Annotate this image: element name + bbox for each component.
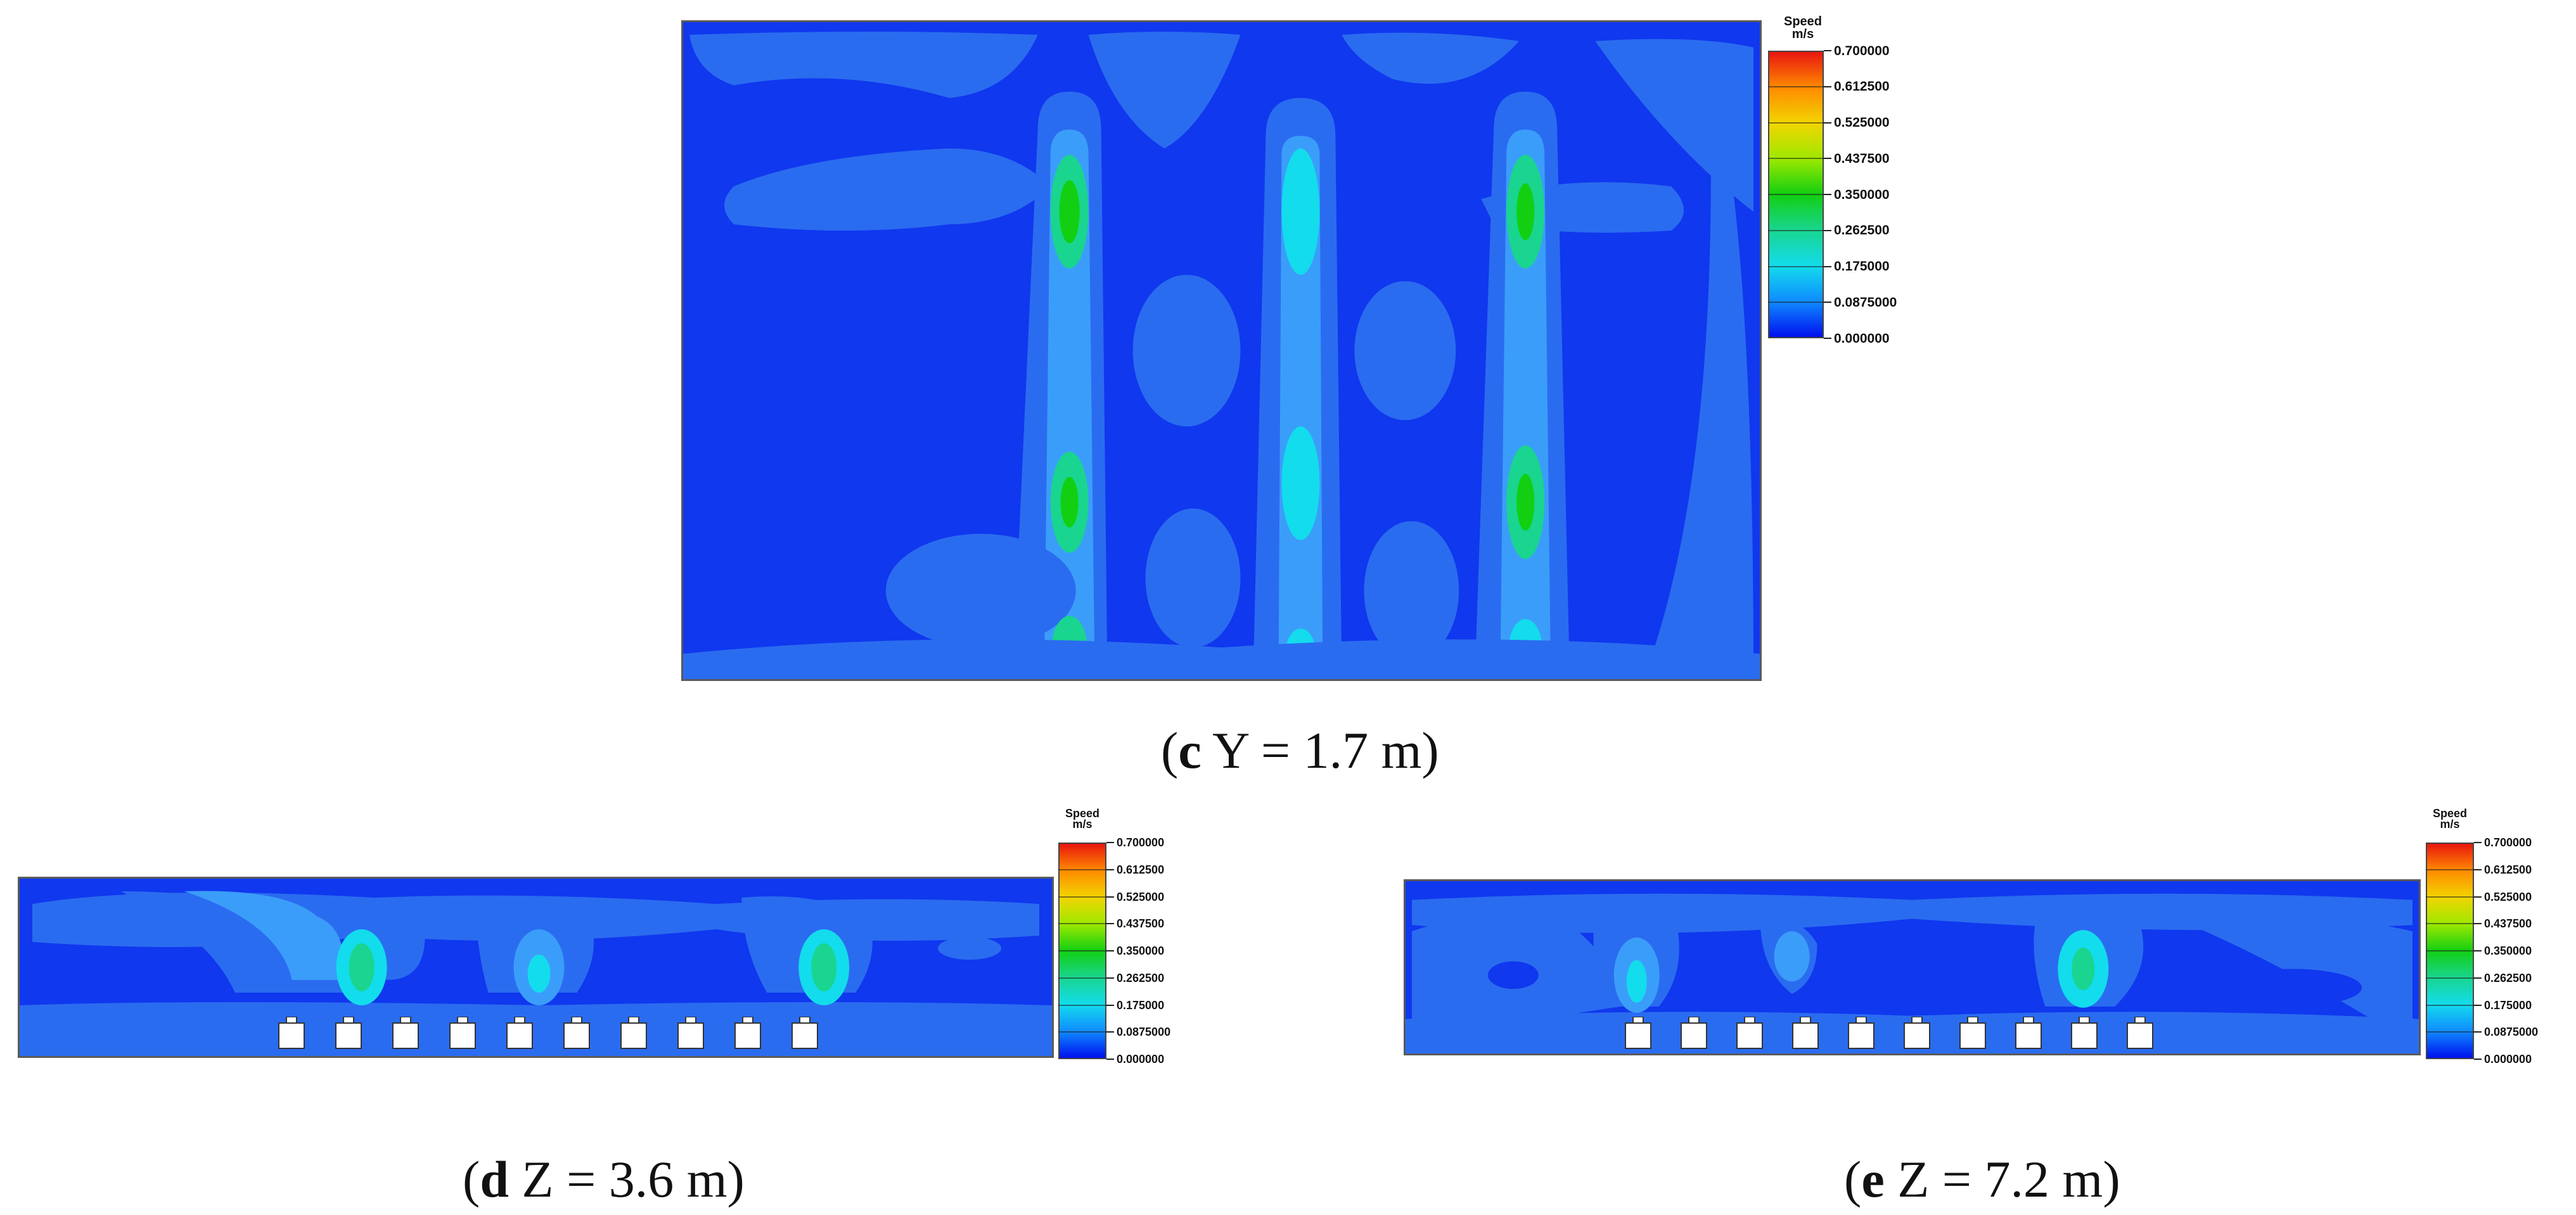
- legend-unit: m/s: [1791, 27, 1814, 41]
- cooling-units-d: [278, 1017, 818, 1049]
- legend-tick: [1106, 950, 1114, 951]
- legend-band-line: [1768, 86, 1824, 87]
- legend-band-line: [2426, 950, 2474, 951]
- legend-tick-label: 0.350000: [2484, 945, 2532, 957]
- legend-tick-label: 0.612500: [1834, 79, 1890, 94]
- legend-band-line: [1768, 158, 1824, 160]
- legend-tick: [2474, 1004, 2482, 1006]
- legend-tick-label: 0.350000: [1117, 945, 1165, 957]
- legend-tick: [1824, 86, 1831, 87]
- legend-band-line: [1058, 1004, 1106, 1006]
- legend-tick: [2474, 923, 2482, 925]
- legend-tick-label: 0.000000: [2484, 1053, 2532, 1066]
- legend-band-line: [2426, 1004, 2474, 1006]
- legend-tick: [2474, 1059, 2482, 1060]
- legend-band-line: [1058, 977, 1106, 979]
- contour-plot-c: [681, 20, 1762, 681]
- legend-tick: [1824, 50, 1831, 51]
- legend-band-line: [1058, 950, 1106, 951]
- legend-band-line: [2426, 868, 2474, 870]
- legend-band-line: [2426, 1031, 2474, 1033]
- legend-tick-label: 0.437500: [2484, 917, 2532, 931]
- legend-tick: [1106, 1059, 1114, 1060]
- legend-title: Speed: [1783, 15, 1823, 29]
- legend-tick: [1824, 265, 1831, 267]
- legend-tick: [1824, 158, 1831, 160]
- legend-tick-label: 0.525000: [2484, 890, 2532, 903]
- legend-tick: [1106, 896, 1114, 898]
- legend-tick-label: 0.612500: [1117, 863, 1165, 876]
- legend-tick: [2474, 896, 2482, 898]
- legend-tick-label: 0.0875000: [2484, 1026, 2539, 1039]
- legend-tick: [2474, 868, 2482, 870]
- legend-tick-label: 0.700000: [1834, 43, 1890, 58]
- legend-tick: [1106, 868, 1114, 870]
- legend-band-line: [1058, 1031, 1106, 1033]
- legend-band-line: [1768, 229, 1824, 231]
- legend-tick-label: 0.437500: [1834, 151, 1890, 166]
- legend-tick-label: 0.700000: [1117, 836, 1165, 849]
- legend-tick-label: 0.350000: [1834, 187, 1890, 202]
- legend-tick: [1106, 923, 1114, 925]
- speed-legend-c: Speed m/s 0.700000 0.612500 0.525000 0.4375…: [1768, 15, 1926, 345]
- legend-tick: [2474, 950, 2482, 951]
- speed-legend-e: Speed m/s 0.700000 0.612500 0.525000 0.4375…: [2426, 808, 2575, 1074]
- legend-tick: [1106, 1004, 1114, 1006]
- legend-tick-label: 0.175000: [1117, 998, 1165, 1012]
- caption-c: (c Y = 1.7 m): [1161, 722, 1439, 779]
- legend-tick-label: 0.612500: [2484, 863, 2532, 876]
- legend-band-line: [2426, 923, 2474, 925]
- legend-tick: [2474, 842, 2482, 843]
- legend-title: Speed: [1065, 807, 1100, 820]
- legend-band-line: [1058, 923, 1106, 925]
- legend-tick-label: 0.437500: [1117, 917, 1165, 931]
- legend-band-line: [1058, 868, 1106, 870]
- legend-tick-label: 0.175000: [1834, 259, 1890, 274]
- speed-legend-d: Speed m/s 0.700000 0.612500 0.525000 0.4375…: [1058, 808, 1217, 1074]
- caption-d: (d Z = 3.6 m): [463, 1150, 745, 1208]
- legend-title: Speed: [2432, 807, 2468, 820]
- legend-band-line: [1768, 194, 1824, 195]
- legend-tick: [1824, 229, 1831, 231]
- legend-tick-label: 0.262500: [1834, 223, 1890, 238]
- legend-tick: [1824, 338, 1831, 339]
- legend-tick: [1824, 302, 1831, 303]
- caption-e: (e Z = 7.2 m): [1844, 1150, 2120, 1208]
- cooling-units-e: [1625, 1017, 2153, 1049]
- legend-band-line: [2426, 977, 2474, 979]
- legend-band-line: [1768, 265, 1824, 267]
- legend-tick-label: 0.175000: [2484, 998, 2532, 1012]
- legend-tick: [1106, 842, 1114, 843]
- legend-band-line: [2426, 896, 2474, 898]
- legend-band-line: [1058, 896, 1106, 898]
- legend-tick-label: 0.262500: [1117, 971, 1165, 984]
- legend-unit: m/s: [1072, 818, 1093, 830]
- legend-tick-label: 0.0875000: [1117, 1026, 1171, 1039]
- legend-tick-label: 0.000000: [1834, 331, 1890, 346]
- legend-band-line: [1768, 122, 1824, 124]
- legend-tick-label: 0.0875000: [1834, 295, 1897, 310]
- legend-tick-label: 0.525000: [1117, 890, 1165, 903]
- legend-band-line: [1768, 302, 1824, 303]
- legend-tick: [1106, 977, 1114, 979]
- legend-tick: [2474, 977, 2482, 979]
- legend-tick-label: 0.525000: [1834, 115, 1890, 130]
- legend-tick-label: 0.700000: [2484, 836, 2532, 849]
- legend-unit: m/s: [2440, 818, 2460, 830]
- legend-tick: [1106, 1031, 1114, 1033]
- legend-tick-label: 0.000000: [1117, 1053, 1165, 1066]
- legend-tick: [1824, 122, 1831, 124]
- legend-tick: [1824, 194, 1831, 195]
- legend-tick-label: 0.262500: [2484, 971, 2532, 984]
- legend-tick: [2474, 1031, 2482, 1033]
